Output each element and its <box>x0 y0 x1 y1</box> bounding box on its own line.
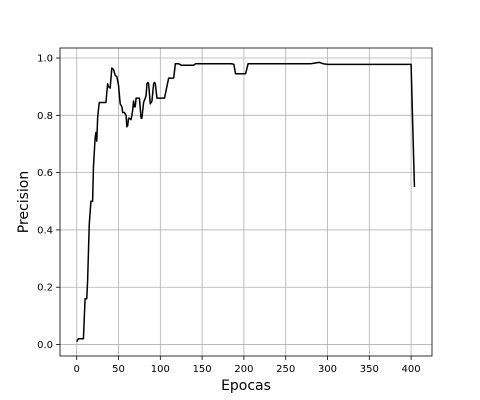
x-tick-label: 200 <box>234 364 253 375</box>
x-tick-label: 300 <box>318 364 337 375</box>
x-tick-label: 100 <box>151 364 170 375</box>
y-tick-label: 0.0 <box>37 340 53 351</box>
x-axis: 0 50 100 150 200 250 300 350 400 <box>74 356 421 375</box>
x-tick-label: 50 <box>112 364 125 375</box>
plot-frame <box>59 47 433 357</box>
x-tick-label: 400 <box>402 364 421 375</box>
x-tick-label: 150 <box>193 364 212 375</box>
x-tick-label: 250 <box>276 364 295 375</box>
x-tick-label: 350 <box>360 364 379 375</box>
y-axis: 0.0 0.2 0.4 0.6 0.8 1.0 <box>37 54 60 351</box>
x-axis-label: Epocas <box>221 378 271 394</box>
y-axis-label: Precision <box>16 171 32 233</box>
x-tick-label: 0 <box>74 364 80 375</box>
y-tick-label: 0.6 <box>37 168 53 179</box>
y-tick-label: 0.8 <box>37 111 53 122</box>
series-line <box>76 61 416 343</box>
y-tick-label: 1.0 <box>37 54 53 65</box>
y-tick-label: 0.4 <box>37 225 53 236</box>
series-layer <box>76 61 416 343</box>
grid <box>60 48 432 356</box>
plot-area-background <box>60 48 432 356</box>
y-tick-label: 0.2 <box>37 283 53 294</box>
